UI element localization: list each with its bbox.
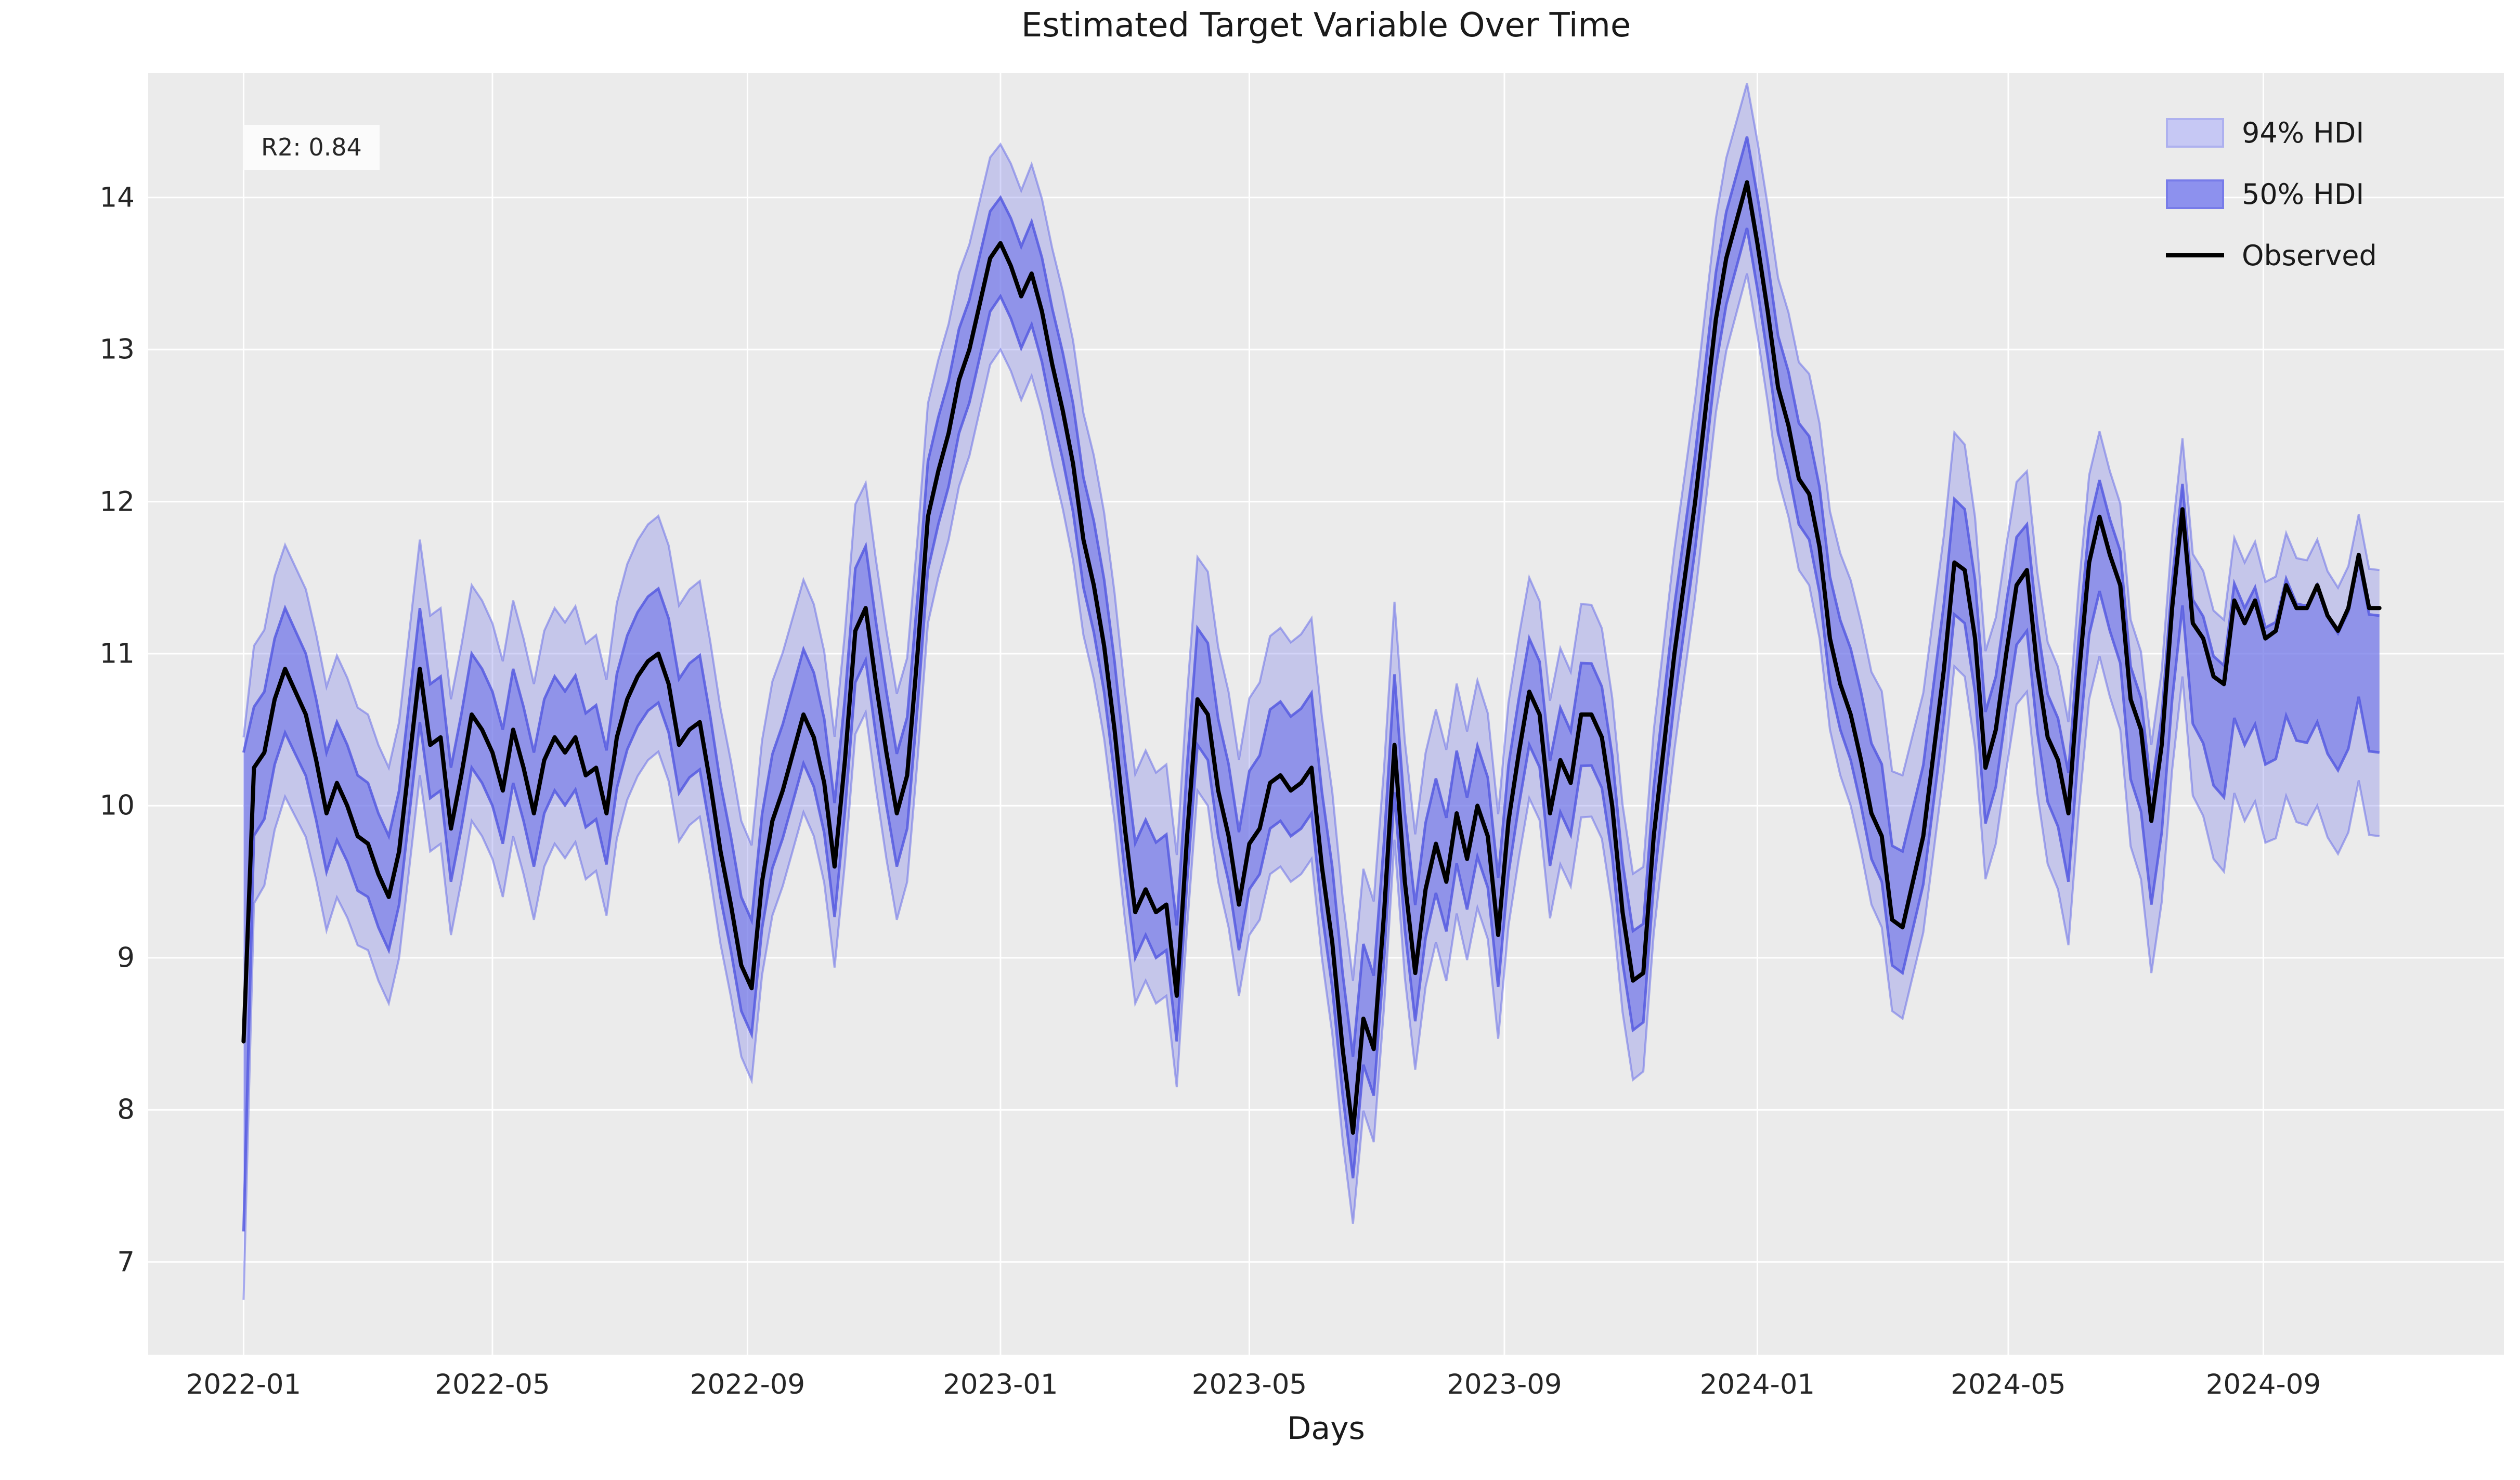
x-tick-label: 2024-01 bbox=[1699, 1369, 1815, 1400]
observed-line bbox=[241, 180, 2382, 1135]
hdi50-upper-edge bbox=[242, 136, 2380, 1057]
y-tick-label: 14 bbox=[99, 181, 135, 214]
x-tick-label: 2024-09 bbox=[2205, 1369, 2321, 1400]
legend-item-observed: Observed bbox=[2166, 225, 2377, 286]
legend-item-50-hdi: 50% HDI bbox=[2166, 163, 2377, 225]
x-tick-label: 2022-01 bbox=[186, 1369, 302, 1400]
y-tick-label: 12 bbox=[99, 486, 135, 518]
legend: 94% HDI 50% HDI Observed bbox=[2166, 102, 2377, 286]
band-dark-icon bbox=[2166, 179, 2224, 209]
y-tick-label: 13 bbox=[99, 333, 135, 366]
y-tick-label: 11 bbox=[99, 638, 135, 670]
r2-annotation: R2: 0.84 bbox=[243, 125, 380, 171]
y-tick-label: 9 bbox=[117, 942, 135, 974]
x-axis-label: Days bbox=[1287, 1410, 1365, 1447]
y-tick-label: 10 bbox=[99, 789, 135, 822]
hdi50-lower-edge bbox=[242, 227, 2380, 1232]
hdi94-lower-edge bbox=[242, 273, 2380, 1300]
x-tick-label: 2024-05 bbox=[1951, 1369, 2066, 1400]
legend-label: 50% HDI bbox=[2242, 177, 2365, 211]
legend-item-94-hdi: 94% HDI bbox=[2166, 102, 2377, 163]
y-tick-label: 7 bbox=[117, 1246, 135, 1278]
x-tick-label: 2023-09 bbox=[1447, 1369, 1562, 1400]
x-tick-label: 2022-09 bbox=[690, 1369, 806, 1400]
x-tick-label: 2022-05 bbox=[435, 1369, 550, 1400]
legend-label: Observed bbox=[2242, 239, 2377, 272]
band-light-icon bbox=[2166, 118, 2224, 148]
line-icon bbox=[2166, 253, 2224, 257]
hdi94-upper-edge bbox=[242, 83, 2380, 981]
x-tick-label: 2023-05 bbox=[1191, 1369, 1307, 1400]
legend-label: 94% HDI bbox=[2242, 116, 2365, 149]
chart-title: Estimated Target Variable Over Time bbox=[1021, 6, 1631, 45]
x-tick-label: 2023-01 bbox=[943, 1369, 1058, 1400]
y-tick-label: 8 bbox=[117, 1094, 135, 1126]
